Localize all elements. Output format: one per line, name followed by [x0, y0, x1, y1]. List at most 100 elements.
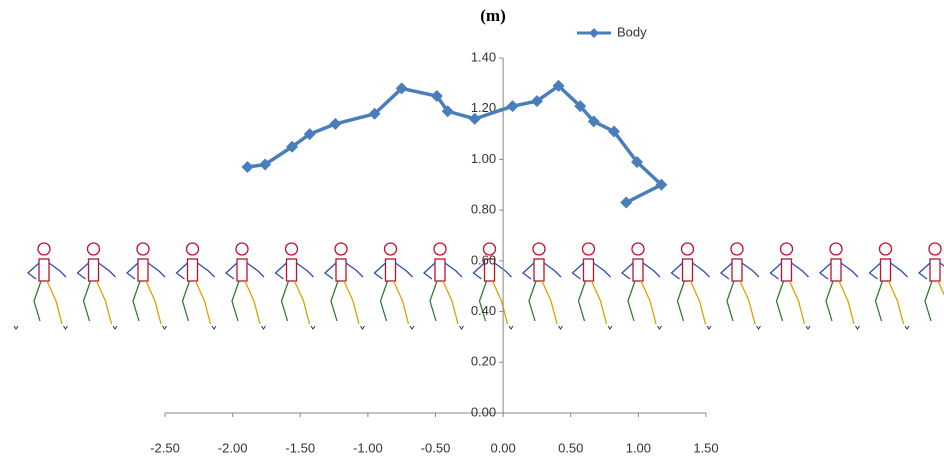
data-point: [430, 90, 443, 103]
stick-figure: [904, 242, 944, 330]
figure-head: [581, 242, 596, 256]
stick-figure: [112, 242, 166, 330]
data-point: [368, 107, 381, 120]
figure-leg: [838, 280, 855, 325]
figure-leg: [491, 280, 509, 325]
x-tick-label: -2.50: [150, 440, 180, 455]
figure-leg: [541, 280, 558, 325]
figure-leg: [330, 280, 339, 322]
figure-arm: [692, 262, 710, 278]
stick-figure: [558, 242, 611, 330]
y-tick-label: 0.60: [471, 252, 496, 267]
y-tick-label: 1.40: [471, 49, 496, 64]
data-point: [620, 196, 633, 209]
figure-torso: [335, 258, 347, 282]
figure-torso: [929, 258, 941, 282]
data-point: [395, 82, 408, 95]
figure-arm: [917, 262, 931, 280]
figure-arm: [76, 262, 89, 280]
figure-head: [779, 242, 794, 256]
x-tick-label: 0.00: [490, 440, 515, 455]
figure-leg: [528, 280, 537, 322]
figure-arm: [521, 262, 535, 280]
ground-mark: [855, 325, 860, 330]
figure-head: [928, 242, 942, 256]
data-point: [441, 105, 454, 118]
ground-mark: [261, 325, 266, 330]
y-tick-label: 1.20: [471, 100, 496, 115]
data-point: [608, 125, 621, 138]
data-point: [259, 158, 272, 171]
chart-title: (m): [480, 6, 505, 25]
figure-torso: [137, 258, 149, 282]
ground-mark: [706, 325, 712, 330]
figure-torso: [731, 258, 743, 282]
figure-leg: [577, 280, 587, 322]
figure-arm: [670, 262, 683, 280]
figure-leg: [640, 280, 657, 325]
data-point: [631, 155, 644, 168]
ground-mark: [13, 325, 19, 330]
ground-mark: [904, 325, 910, 330]
figure-arm: [296, 262, 314, 278]
data-point: [286, 140, 299, 153]
figure-torso: [236, 258, 248, 282]
figure-arm: [472, 262, 485, 280]
figure-arm: [125, 262, 139, 280]
data-point: [506, 100, 519, 113]
stick-figure: [261, 242, 314, 330]
figure-torso: [384, 258, 397, 282]
figure-leg: [627, 280, 636, 322]
figure-torso: [285, 258, 298, 282]
figure-arm: [345, 262, 364, 278]
figure-leg: [145, 280, 162, 325]
data-point: [468, 112, 481, 125]
legend-marker: [589, 28, 599, 38]
ground-mark: [63, 325, 68, 330]
figure-leg: [442, 280, 459, 325]
figure-arm: [593, 262, 611, 278]
figure-leg: [478, 280, 488, 322]
stick-figure: [409, 242, 463, 330]
figure-arm: [818, 262, 832, 280]
figure-leg: [924, 280, 933, 322]
figure-leg: [937, 280, 944, 296]
figure-leg: [132, 280, 141, 322]
figure-torso: [879, 258, 892, 282]
figure-leg: [231, 280, 240, 322]
figure-torso: [483, 258, 496, 282]
figure-head: [235, 242, 249, 256]
x-tick-label: -1.50: [285, 440, 315, 455]
figure-torso: [186, 258, 199, 282]
figure-arm: [246, 262, 265, 278]
figure-head: [284, 242, 299, 256]
ground-mark: [508, 325, 514, 330]
y-tick-label: 0.40: [471, 303, 496, 318]
figure-torso: [87, 258, 100, 282]
figure-head: [829, 242, 843, 256]
figure-arm: [26, 262, 40, 280]
figure-arm: [98, 262, 116, 278]
figure-leg: [46, 280, 63, 325]
data-point: [655, 178, 668, 191]
figure-arm: [323, 262, 337, 280]
ground-mark: [162, 325, 167, 330]
y-tick-label: 0.80: [471, 202, 496, 217]
x-tick-label: -0.50: [421, 440, 451, 455]
ground-mark: [112, 325, 118, 330]
figure-leg: [726, 280, 735, 322]
figure-leg: [343, 280, 360, 325]
stick-figure: [360, 242, 413, 330]
figure-arm: [543, 262, 562, 278]
stick-figures: [13, 242, 944, 330]
figure-head: [86, 242, 101, 256]
data-point: [329, 117, 342, 130]
stick-figure: [459, 242, 512, 330]
data-point: [530, 95, 543, 108]
figure-leg: [676, 280, 686, 322]
figure-torso: [830, 258, 842, 282]
data-point: [241, 161, 254, 174]
figure-leg: [280, 280, 290, 322]
x-tick-label: 1.00: [626, 440, 651, 455]
figure-leg: [293, 280, 311, 325]
